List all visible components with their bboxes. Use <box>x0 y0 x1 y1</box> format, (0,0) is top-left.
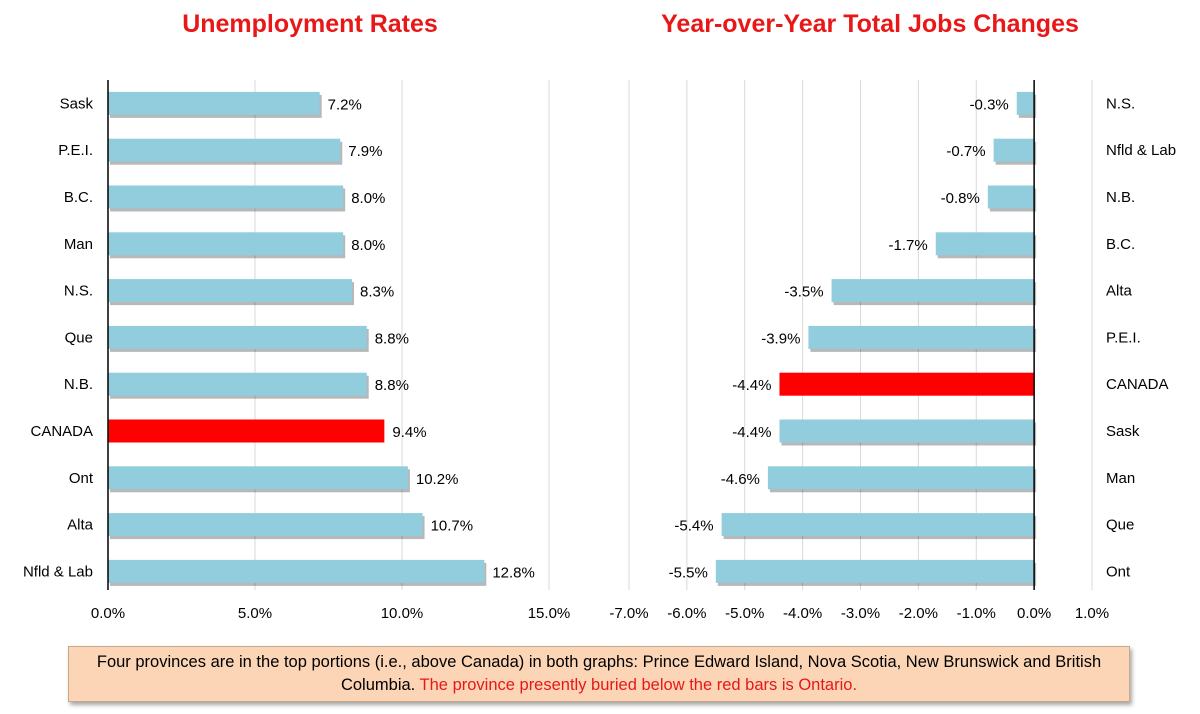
jobs-bar <box>721 513 1035 537</box>
jobs-bar <box>1016 91 1035 115</box>
unemployment-category-label: N.B. <box>64 376 93 393</box>
jobs-category-label: Que <box>1106 517 1134 534</box>
unemployment-data-label: 8.8% <box>375 377 409 394</box>
unemployment-data-label: 7.9% <box>348 143 382 160</box>
unemployment-bar <box>108 513 423 537</box>
jobs-change-chart: -7.0% -6.0% -5.0% -4.0% -3.0% -2.0% -1.0% 0.0% 1… <box>609 80 1176 622</box>
jobs-category-label: N.S. <box>1106 95 1135 112</box>
charts-canvas: 0.0% 5.0% 10.0% 15.0% Sask 7.2% P.E.I. 7.9% B.C.… <box>23 80 1176 622</box>
jobs-data-label: -3.5% <box>784 284 823 301</box>
unemployment-chart: 0.0% 5.0% 10.0% 15.0% Sask 7.2% P.E.I. 7.9% B.C.… <box>23 80 570 622</box>
jobs-category-label: Nfld & Lab <box>1106 142 1176 159</box>
jobs-tick-label: -1.0% <box>957 605 996 622</box>
unemployment-chart-title: Unemployment Rates <box>182 10 438 38</box>
unemployment-tick-label: 10.0% <box>381 605 424 622</box>
jobs-data-label: -0.8% <box>941 190 980 207</box>
jobs-tick-label: -4.0% <box>783 605 822 622</box>
jobs-data-label: -5.4% <box>674 518 713 535</box>
unemployment-category-label: P.E.I. <box>58 142 93 159</box>
unemployment-data-label: 7.2% <box>328 96 362 113</box>
jobs-chart-title: Year-over-Year Total Jobs Changes <box>661 10 1079 38</box>
jobs-tick-label: -7.0% <box>609 605 648 622</box>
jobs-category-label: Alta <box>1106 283 1133 300</box>
jobs-tick-label: -3.0% <box>841 605 880 622</box>
unemployment-bar <box>108 559 485 583</box>
unemployment-category-label: Nfld & Lab <box>23 563 93 580</box>
unemployment-category-label: N.S. <box>64 283 93 300</box>
unemployment-category-label: CANADA <box>30 423 93 440</box>
jobs-data-label: -4.4% <box>732 424 771 441</box>
unemployment-data-label: 8.3% <box>360 284 394 301</box>
unemployment-category-label: B.C. <box>64 189 93 206</box>
unemployment-data-label: 12.8% <box>492 564 535 581</box>
unemployment-category-label: Que <box>65 329 93 346</box>
jobs-data-label: -1.7% <box>889 237 928 254</box>
unemployment-data-label: 9.4% <box>392 424 426 441</box>
unemployment-data-label: 8.8% <box>375 330 409 347</box>
jobs-category-label: CANADA <box>1106 376 1169 393</box>
jobs-bar <box>808 325 1035 349</box>
jobs-category-label: N.B. <box>1106 189 1135 206</box>
jobs-category-label: P.E.I. <box>1106 329 1141 346</box>
jobs-data-label: -5.5% <box>669 564 708 581</box>
unemployment-bar <box>108 372 367 396</box>
note-box: Four provinces are in the top portions (… <box>68 646 1130 702</box>
jobs-data-label: -0.3% <box>970 96 1009 113</box>
unemployment-bar <box>108 185 344 209</box>
jobs-bar <box>831 279 1035 303</box>
unemployment-tick-label: 15.0% <box>528 605 571 622</box>
jobs-tick-label: 0.0% <box>1017 605 1051 622</box>
note-text: Four provinces are in the top portions (… <box>96 653 1102 694</box>
jobs-bar <box>935 232 1035 256</box>
jobs-bar <box>779 372 1035 396</box>
jobs-bar <box>987 185 1035 209</box>
jobs-data-label: -4.6% <box>721 471 760 488</box>
unemployment-data-label: 8.0% <box>351 237 385 254</box>
unemployment-data-label: 10.2% <box>416 471 459 488</box>
unemployment-bar <box>108 138 341 162</box>
unemployment-bar <box>108 466 408 490</box>
jobs-tick-label: -2.0% <box>899 605 938 622</box>
unemployment-bar <box>108 91 320 115</box>
jobs-tick-label: -6.0% <box>667 605 706 622</box>
unemployment-bar <box>108 279 353 303</box>
jobs-tick-label: 1.0% <box>1075 605 1109 622</box>
jobs-category-label: Sask <box>1106 423 1140 440</box>
jobs-category-label: Ont <box>1106 563 1131 580</box>
jobs-bar <box>779 419 1035 443</box>
jobs-bar <box>767 466 1035 490</box>
jobs-bar <box>715 559 1035 583</box>
jobs-data-label: -3.9% <box>761 330 800 347</box>
jobs-category-label: B.C. <box>1106 236 1135 253</box>
unemployment-bar <box>108 232 344 256</box>
jobs-category-label: Man <box>1106 470 1135 487</box>
unemployment-bar <box>108 325 367 349</box>
note-highlight-text: The province presently buried below the … <box>419 676 858 694</box>
unemployment-tick-label: 0.0% <box>91 605 125 622</box>
jobs-tick-label: -5.0% <box>725 605 764 622</box>
unemployment-category-label: Man <box>64 236 93 253</box>
jobs-bar <box>993 138 1035 162</box>
unemployment-category-label: Alta <box>67 517 94 534</box>
unemployment-category-label: Ont <box>69 470 94 487</box>
jobs-data-label: -4.4% <box>732 377 771 394</box>
jobs-data-label: -0.7% <box>946 143 985 160</box>
unemployment-tick-label: 5.0% <box>238 605 272 622</box>
unemployment-bar <box>108 419 385 443</box>
unemployment-category-label: Sask <box>60 95 94 112</box>
unemployment-data-label: 10.7% <box>431 518 474 535</box>
unemployment-data-label: 8.0% <box>351 190 385 207</box>
